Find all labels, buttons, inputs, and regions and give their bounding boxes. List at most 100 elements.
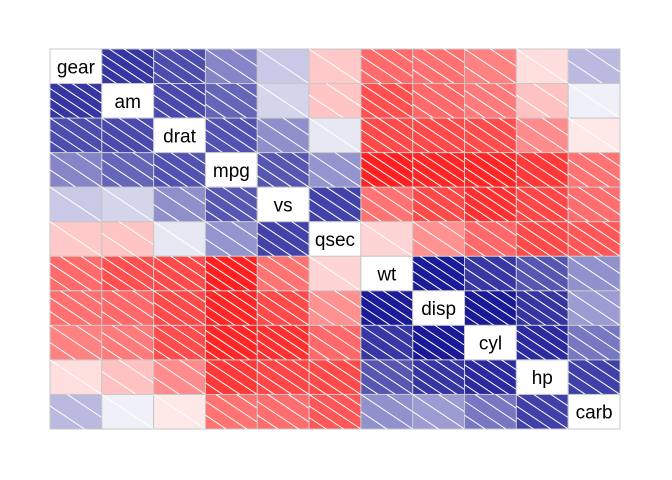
cell-hatch	[101, 117, 154, 154]
cell-cyl-drat	[153, 324, 206, 361]
cell-drat-qsec	[308, 117, 362, 154]
hatch-line	[179, 186, 206, 205]
hatch-line	[360, 359, 414, 395]
hatch-line	[567, 83, 621, 119]
hatch-line	[434, 359, 465, 381]
hatch-line	[593, 255, 621, 274]
hatch-line	[294, 324, 310, 336]
hatch-line	[66, 117, 103, 142]
cell-hatch	[360, 186, 414, 223]
cell-cyl-hp	[515, 324, 569, 361]
cell-hatch	[101, 186, 154, 223]
hatch-line	[138, 48, 154, 60]
hatch-line	[429, 186, 465, 211]
cell-hatch	[101, 152, 154, 188]
cell-gear-carb	[567, 48, 621, 85]
cell-fill	[567, 393, 621, 430]
hatch-line	[153, 267, 189, 292]
hatch-line	[464, 228, 507, 257]
hatch-line	[538, 290, 569, 311]
hatch-line	[170, 255, 206, 280]
hatch-line	[377, 83, 414, 107]
hatch-line	[412, 374, 443, 395]
hatch-line	[153, 48, 206, 84]
hatch-line	[49, 324, 103, 361]
hatch-line	[593, 290, 621, 309]
cell-hatch	[412, 394, 465, 430]
hatch-line	[205, 238, 232, 257]
cell-hp-carb	[567, 359, 621, 395]
hatch-line	[256, 221, 310, 257]
cell-carb-am	[101, 393, 155, 430]
cell-gear-am	[101, 48, 155, 85]
hatch-line	[308, 359, 362, 395]
hatch-line	[553, 324, 569, 336]
hatch-line	[412, 238, 439, 257]
hatch-line	[279, 324, 310, 346]
hatch-line	[464, 211, 480, 223]
hatch-line	[486, 290, 517, 311]
hatch-line	[464, 400, 507, 430]
cell-fill	[464, 393, 517, 430]
hatch-line	[187, 48, 206, 61]
cell-hatch	[49, 117, 103, 154]
cell-hatch	[308, 152, 362, 188]
hatch-line	[60, 290, 103, 319]
hatch-line	[256, 48, 310, 84]
hatch-line	[334, 152, 362, 171]
hatch-line	[264, 324, 310, 356]
hatch-line	[481, 117, 517, 142]
hatch-line	[170, 152, 206, 177]
cell-hatch	[49, 255, 103, 292]
cell-hp-qsec	[308, 359, 362, 395]
cell-hatch	[360, 83, 414, 119]
hatch-line	[256, 175, 275, 188]
cell-gear-qsec	[308, 48, 362, 85]
cell-hatch	[256, 48, 310, 84]
cell-hatch	[360, 221, 414, 257]
cell-fill	[308, 324, 362, 361]
hatch-line	[533, 255, 569, 280]
hatch-line	[256, 290, 310, 326]
hatch-line	[153, 152, 206, 188]
cell-hatch	[153, 255, 206, 292]
cell-vs-carb	[567, 186, 621, 223]
hatch-line	[516, 339, 547, 361]
cell-hatch	[153, 48, 206, 84]
hatch-line	[118, 255, 154, 280]
cell-carb-hp	[515, 393, 569, 430]
cell-fill	[101, 152, 155, 188]
cell-qsec-am	[101, 221, 155, 257]
hatch-line	[538, 324, 569, 346]
cell-hatch	[49, 83, 103, 119]
hatch-line	[360, 221, 414, 257]
hatch-line	[471, 152, 517, 183]
hatch-line	[205, 103, 227, 119]
hatch-line	[495, 221, 517, 236]
hatch-line	[567, 172, 590, 188]
cell-disp-qsec	[308, 290, 362, 326]
hatch-line	[308, 198, 344, 223]
cell-hatch	[256, 290, 310, 326]
hatch-line	[170, 48, 206, 73]
cell-vs-qsec	[308, 186, 362, 223]
hatch-line	[291, 359, 310, 372]
hatch-line	[288, 255, 310, 271]
hatch-line	[308, 394, 362, 430]
hatch-line	[567, 307, 595, 326]
hatch-line	[464, 295, 510, 326]
cell-vs-gear	[49, 186, 103, 223]
hatch-line	[215, 83, 258, 112]
hatch-line	[523, 290, 569, 321]
hatch-line	[153, 186, 206, 223]
hatch-line	[101, 311, 123, 326]
cell-disp-hp	[515, 290, 569, 326]
hatch-line	[101, 345, 123, 361]
hatch-line	[256, 244, 275, 257]
hatch-line	[516, 295, 562, 326]
hatch-line	[419, 255, 465, 287]
hatch-line	[516, 134, 543, 154]
hatch-line	[422, 48, 465, 78]
cell-mpg-disp	[412, 152, 466, 188]
